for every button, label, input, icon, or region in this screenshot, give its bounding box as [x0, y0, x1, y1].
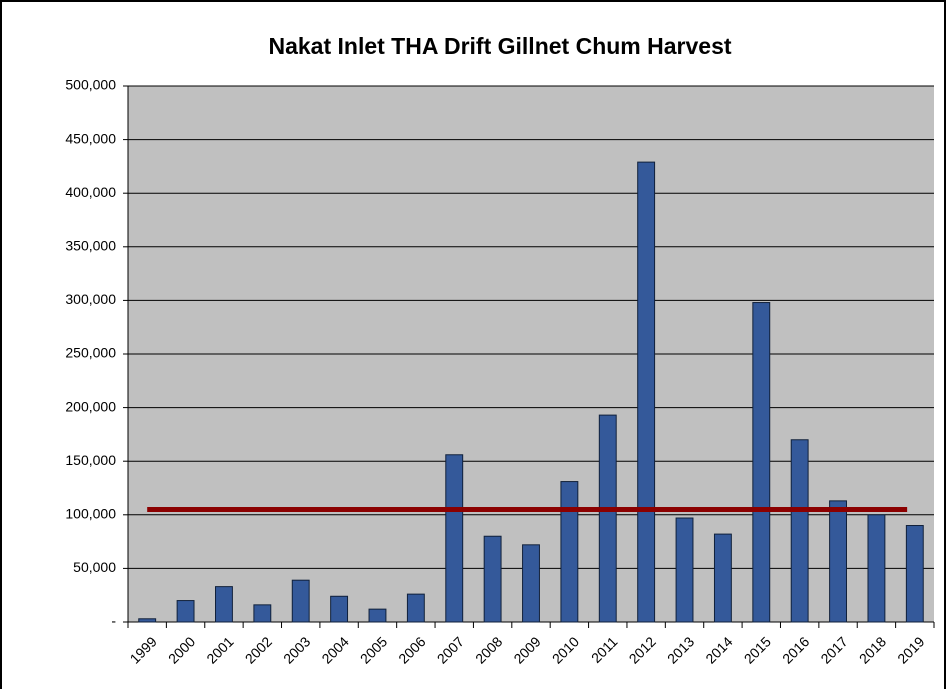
bar	[483, 535, 502, 623]
bar	[829, 500, 847, 623]
y-tick-label: 50,000	[73, 559, 116, 575]
bar	[253, 604, 272, 623]
bar	[752, 302, 771, 623]
bar	[522, 544, 540, 623]
y-tick-label: 450,000	[65, 130, 116, 146]
y-tick-label: 300,000	[65, 291, 116, 307]
y-tick-label: 400,000	[65, 184, 116, 200]
bar	[330, 595, 349, 623]
bar	[291, 579, 310, 623]
y-tick-label: 100,000	[65, 506, 116, 522]
bar	[406, 593, 425, 623]
y-tick-label: 350,000	[65, 238, 116, 254]
bar	[215, 586, 233, 623]
y-tick-label: 150,000	[65, 452, 116, 468]
chart-title: Nakat Inlet THA Drift Gillnet Chum Harve…	[268, 33, 731, 59]
y-tick-label: 200,000	[65, 398, 116, 414]
bar	[790, 439, 809, 623]
bar	[713, 533, 732, 623]
bar	[867, 514, 886, 623]
bar	[560, 481, 579, 623]
y-tick-label: 500,000	[65, 77, 116, 93]
bar	[176, 600, 195, 623]
bar	[598, 414, 617, 623]
y-tick-label: -	[111, 613, 116, 629]
bar	[445, 454, 464, 623]
bar	[675, 517, 694, 623]
y-tick-label: 250,000	[65, 345, 116, 361]
bar	[905, 525, 924, 623]
bar	[368, 608, 387, 623]
bar	[637, 161, 656, 623]
bar	[138, 618, 157, 623]
